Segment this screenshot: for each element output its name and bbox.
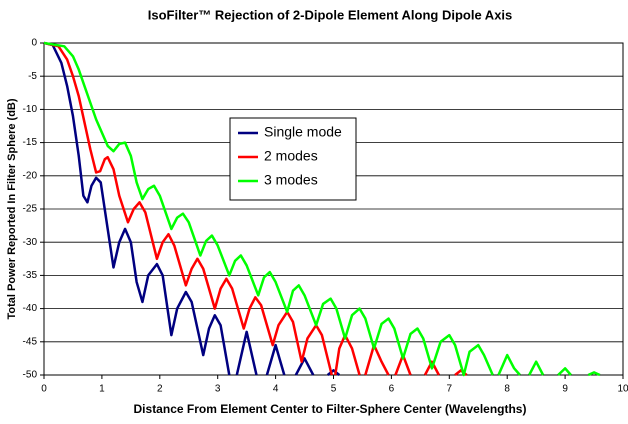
legend-label: Single mode xyxy=(264,124,342,140)
x-tick-label: 0 xyxy=(41,384,47,395)
y-tick-label: -45 xyxy=(23,336,38,347)
y-axis-label: Total Power Reported In Filter Sphere (d… xyxy=(6,98,18,319)
x-tick-label: 7 xyxy=(447,384,453,395)
y-tick-label: -10 xyxy=(23,104,38,115)
series-line xyxy=(44,41,601,377)
x-tick-label: 3 xyxy=(215,384,221,395)
x-tick-label: 8 xyxy=(504,384,510,395)
legend-label: 3 modes xyxy=(264,172,318,188)
x-tick-label: 10 xyxy=(617,384,628,395)
x-tick-label: 5 xyxy=(331,384,337,395)
y-tick-label: -15 xyxy=(23,137,38,148)
legend-label: 2 modes xyxy=(264,148,318,164)
y-tick-label: -5 xyxy=(28,71,37,82)
series-line xyxy=(44,41,341,376)
x-tick-label: 1 xyxy=(99,384,105,395)
y-tick-label: -30 xyxy=(23,237,38,248)
y-tick-label: -20 xyxy=(23,170,38,181)
x-axis-label: Distance From Element Center to Filter-S… xyxy=(134,402,527,416)
chart-title: IsoFilter™ Rejection of 2-Dipole Element… xyxy=(148,7,513,22)
y-tick-label: -50 xyxy=(23,370,38,381)
y-tick-label: -35 xyxy=(23,270,38,281)
y-tick-label: -25 xyxy=(23,204,38,215)
x-tick-label: 9 xyxy=(562,384,568,395)
x-tick-label: 6 xyxy=(389,384,395,395)
x-tick-label: 4 xyxy=(273,384,279,395)
legend-box xyxy=(229,117,357,201)
x-tick-label: 2 xyxy=(157,384,163,395)
plot-border xyxy=(43,42,624,376)
y-tick-label: 0 xyxy=(31,38,37,49)
y-tick-label: -40 xyxy=(23,303,38,314)
